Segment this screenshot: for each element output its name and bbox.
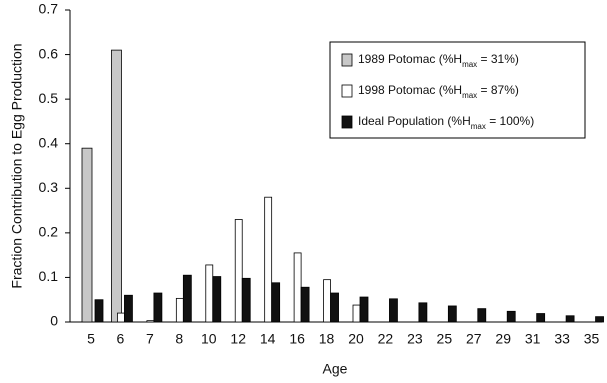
x-tick-label: 7 [146,331,154,347]
legend-label-part: max [471,122,486,131]
legend-swatch [341,53,353,67]
bar [389,298,398,323]
y-tick-label: 0.5 [39,90,59,106]
x-tick-label: 33 [554,331,570,347]
bar [352,304,361,323]
bar [94,299,104,323]
legend-label-part: = 100%) [486,114,534,128]
legend [329,41,586,139]
bar [81,147,93,323]
x-axis-label: Age [323,361,348,377]
bar [300,286,310,323]
bar [477,308,487,323]
x-tick-label: 25 [437,331,453,347]
legend-swatch [341,115,353,129]
x-tick-label: 35 [584,331,600,347]
bar [565,315,575,323]
x-tick-label: 27 [466,331,482,347]
legend-label: 1989 Potomac (%Hmax = 31%) [358,52,519,68]
bar [447,305,457,323]
legend-label-part: max [462,91,477,100]
x-tick-label: 14 [260,331,276,347]
legend-label: 1998 Potomac (%Hmax = 87%) [358,83,519,99]
x-tick-label: 10 [201,331,217,347]
bar [271,282,281,323]
y-tick-label: 0.1 [39,268,59,284]
legend-label-part: 1989 Potomac (%H [358,52,462,66]
legend-label-part: max [462,60,477,69]
bar [506,310,516,323]
bar [330,292,339,323]
bar [234,219,243,323]
bar [293,252,302,323]
bar [359,296,369,323]
bar [323,279,331,323]
x-tick-label: 16 [289,331,305,347]
bar [595,316,604,323]
bar [241,277,251,323]
x-tick-label: 20 [348,331,364,347]
legend-label-part: = 87%) [477,83,519,97]
y-tick-label: 0.7 [39,1,59,17]
bar [146,320,155,323]
bar [124,294,133,323]
x-tick-label: 18 [319,331,335,347]
x-tick-label: 23 [407,331,423,347]
bar [418,302,428,323]
y-tick-label: 0.3 [39,179,59,195]
bar [175,297,184,323]
bar [536,313,546,323]
legend-label-part: Ideal Population (%H [358,114,471,128]
x-tick-label: 31 [525,331,541,347]
bar [117,312,125,323]
legend-label-part: 1998 Potomac (%H [358,83,462,97]
bar [182,274,192,323]
bar [111,49,122,323]
bar [153,292,163,323]
y-axis-label: Fraction Contribution to Egg Production [9,43,25,288]
x-tick-label: 12 [230,331,246,347]
x-tick-label: 22 [378,331,394,347]
x-tick-label: 29 [495,331,511,347]
bar [212,276,222,323]
x-tick-label: 6 [117,331,125,347]
x-tick-label: 5 [87,331,95,347]
x-tick-label: 8 [175,331,183,347]
bar [264,196,273,323]
y-tick-label: 0 [50,313,58,329]
y-tick-label: 0.6 [39,45,59,61]
legend-label-part: = 31%) [477,52,519,66]
legend-label: Ideal Population (%Hmax = 100%) [358,114,534,130]
legend-swatch [341,84,353,98]
y-tick-label: 0.2 [39,224,59,240]
y-tick-label: 0.4 [39,134,59,150]
bar [205,264,214,323]
